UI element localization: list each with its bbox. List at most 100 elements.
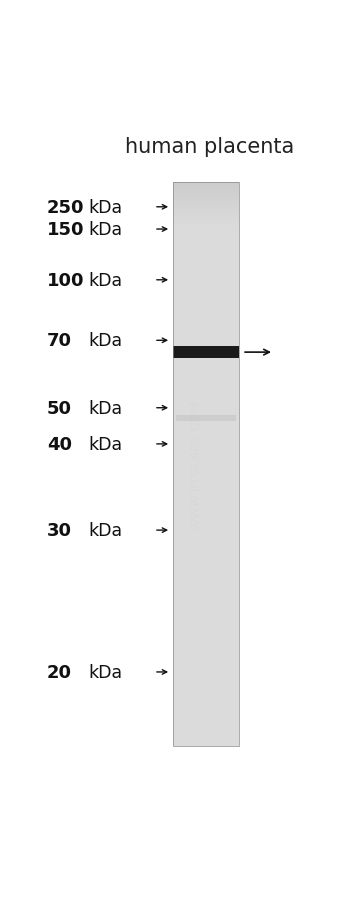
Bar <box>173 310 239 312</box>
Bar <box>173 338 239 340</box>
Bar <box>173 428 239 430</box>
Bar <box>173 427 239 428</box>
Bar <box>173 393 239 395</box>
Bar <box>173 207 239 209</box>
Bar <box>173 659 239 661</box>
Bar <box>173 449 239 451</box>
Bar <box>173 209 239 211</box>
Bar <box>173 440 239 442</box>
Bar <box>173 260 239 262</box>
Bar <box>173 588 239 590</box>
Bar <box>173 697 239 699</box>
Bar <box>173 290 239 291</box>
Bar <box>173 456 239 458</box>
Bar <box>173 308 239 310</box>
Bar <box>173 203 239 205</box>
Bar <box>173 689 239 691</box>
Bar <box>173 734 239 736</box>
Bar <box>173 729 239 731</box>
Bar <box>173 631 239 633</box>
Bar <box>173 584 239 586</box>
Bar <box>173 637 239 639</box>
Bar <box>173 481 239 483</box>
Bar <box>173 190 239 192</box>
Bar <box>173 621 239 624</box>
Bar <box>173 218 239 220</box>
Bar <box>173 234 239 235</box>
Bar <box>173 639 239 640</box>
Bar <box>173 562 239 564</box>
Bar <box>173 458 239 460</box>
Bar <box>173 293 239 295</box>
Bar <box>173 248 239 250</box>
Bar <box>173 258 239 260</box>
Bar <box>173 201 239 203</box>
Bar <box>173 378 239 380</box>
Bar <box>173 262 239 263</box>
Bar <box>173 519 239 520</box>
Bar <box>173 612 239 614</box>
Bar <box>173 605 239 607</box>
Bar <box>173 722 239 723</box>
Bar <box>173 510 239 511</box>
Bar <box>173 675 239 676</box>
Bar <box>173 571 239 573</box>
Bar <box>173 411 239 413</box>
Bar <box>173 291 239 293</box>
Bar <box>173 430 239 432</box>
Bar <box>173 477 239 479</box>
Bar <box>173 710 239 712</box>
Bar <box>173 695 239 697</box>
Bar <box>173 503 239 505</box>
Bar <box>173 558 239 560</box>
Bar <box>173 368 239 371</box>
Bar <box>173 671 239 673</box>
Bar <box>173 494 239 496</box>
Bar <box>173 529 239 532</box>
Bar <box>173 437 239 440</box>
Bar <box>173 436 239 437</box>
Bar <box>173 226 239 227</box>
Bar <box>173 607 239 609</box>
Bar <box>173 189 239 190</box>
Bar <box>173 732 239 734</box>
Bar <box>173 583 239 584</box>
Bar <box>173 460 239 463</box>
Bar <box>173 706 239 708</box>
Bar <box>173 470 239 472</box>
Bar <box>173 232 239 234</box>
Bar <box>173 373 239 374</box>
Text: WWW.PTGLAES.COM: WWW.PTGLAES.COM <box>189 400 202 529</box>
Bar <box>173 253 239 256</box>
Bar <box>173 196 239 198</box>
Bar <box>173 703 239 704</box>
Bar <box>173 329 239 331</box>
Bar <box>173 333 239 335</box>
Bar <box>173 602 239 603</box>
Bar <box>173 364 239 366</box>
Bar <box>173 650 239 652</box>
Bar <box>173 182 239 184</box>
Bar <box>173 716 239 718</box>
Bar <box>173 513 239 515</box>
Bar <box>173 616 239 618</box>
Bar <box>173 586 239 588</box>
Bar <box>173 252 239 253</box>
Bar <box>173 455 239 456</box>
Bar <box>173 520 239 522</box>
Bar <box>173 649 239 650</box>
Bar <box>173 182 239 746</box>
Bar <box>173 371 239 373</box>
Text: 100: 100 <box>47 272 84 290</box>
Bar <box>173 241 239 243</box>
Bar <box>173 299 239 301</box>
Bar <box>173 192 239 194</box>
Bar <box>173 492 239 494</box>
Text: human placenta: human placenta <box>125 136 294 156</box>
Bar <box>173 346 239 359</box>
Bar <box>173 611 239 612</box>
Bar <box>173 335 239 336</box>
Bar <box>173 187 239 189</box>
Bar <box>173 647 239 649</box>
Bar <box>173 345 239 348</box>
